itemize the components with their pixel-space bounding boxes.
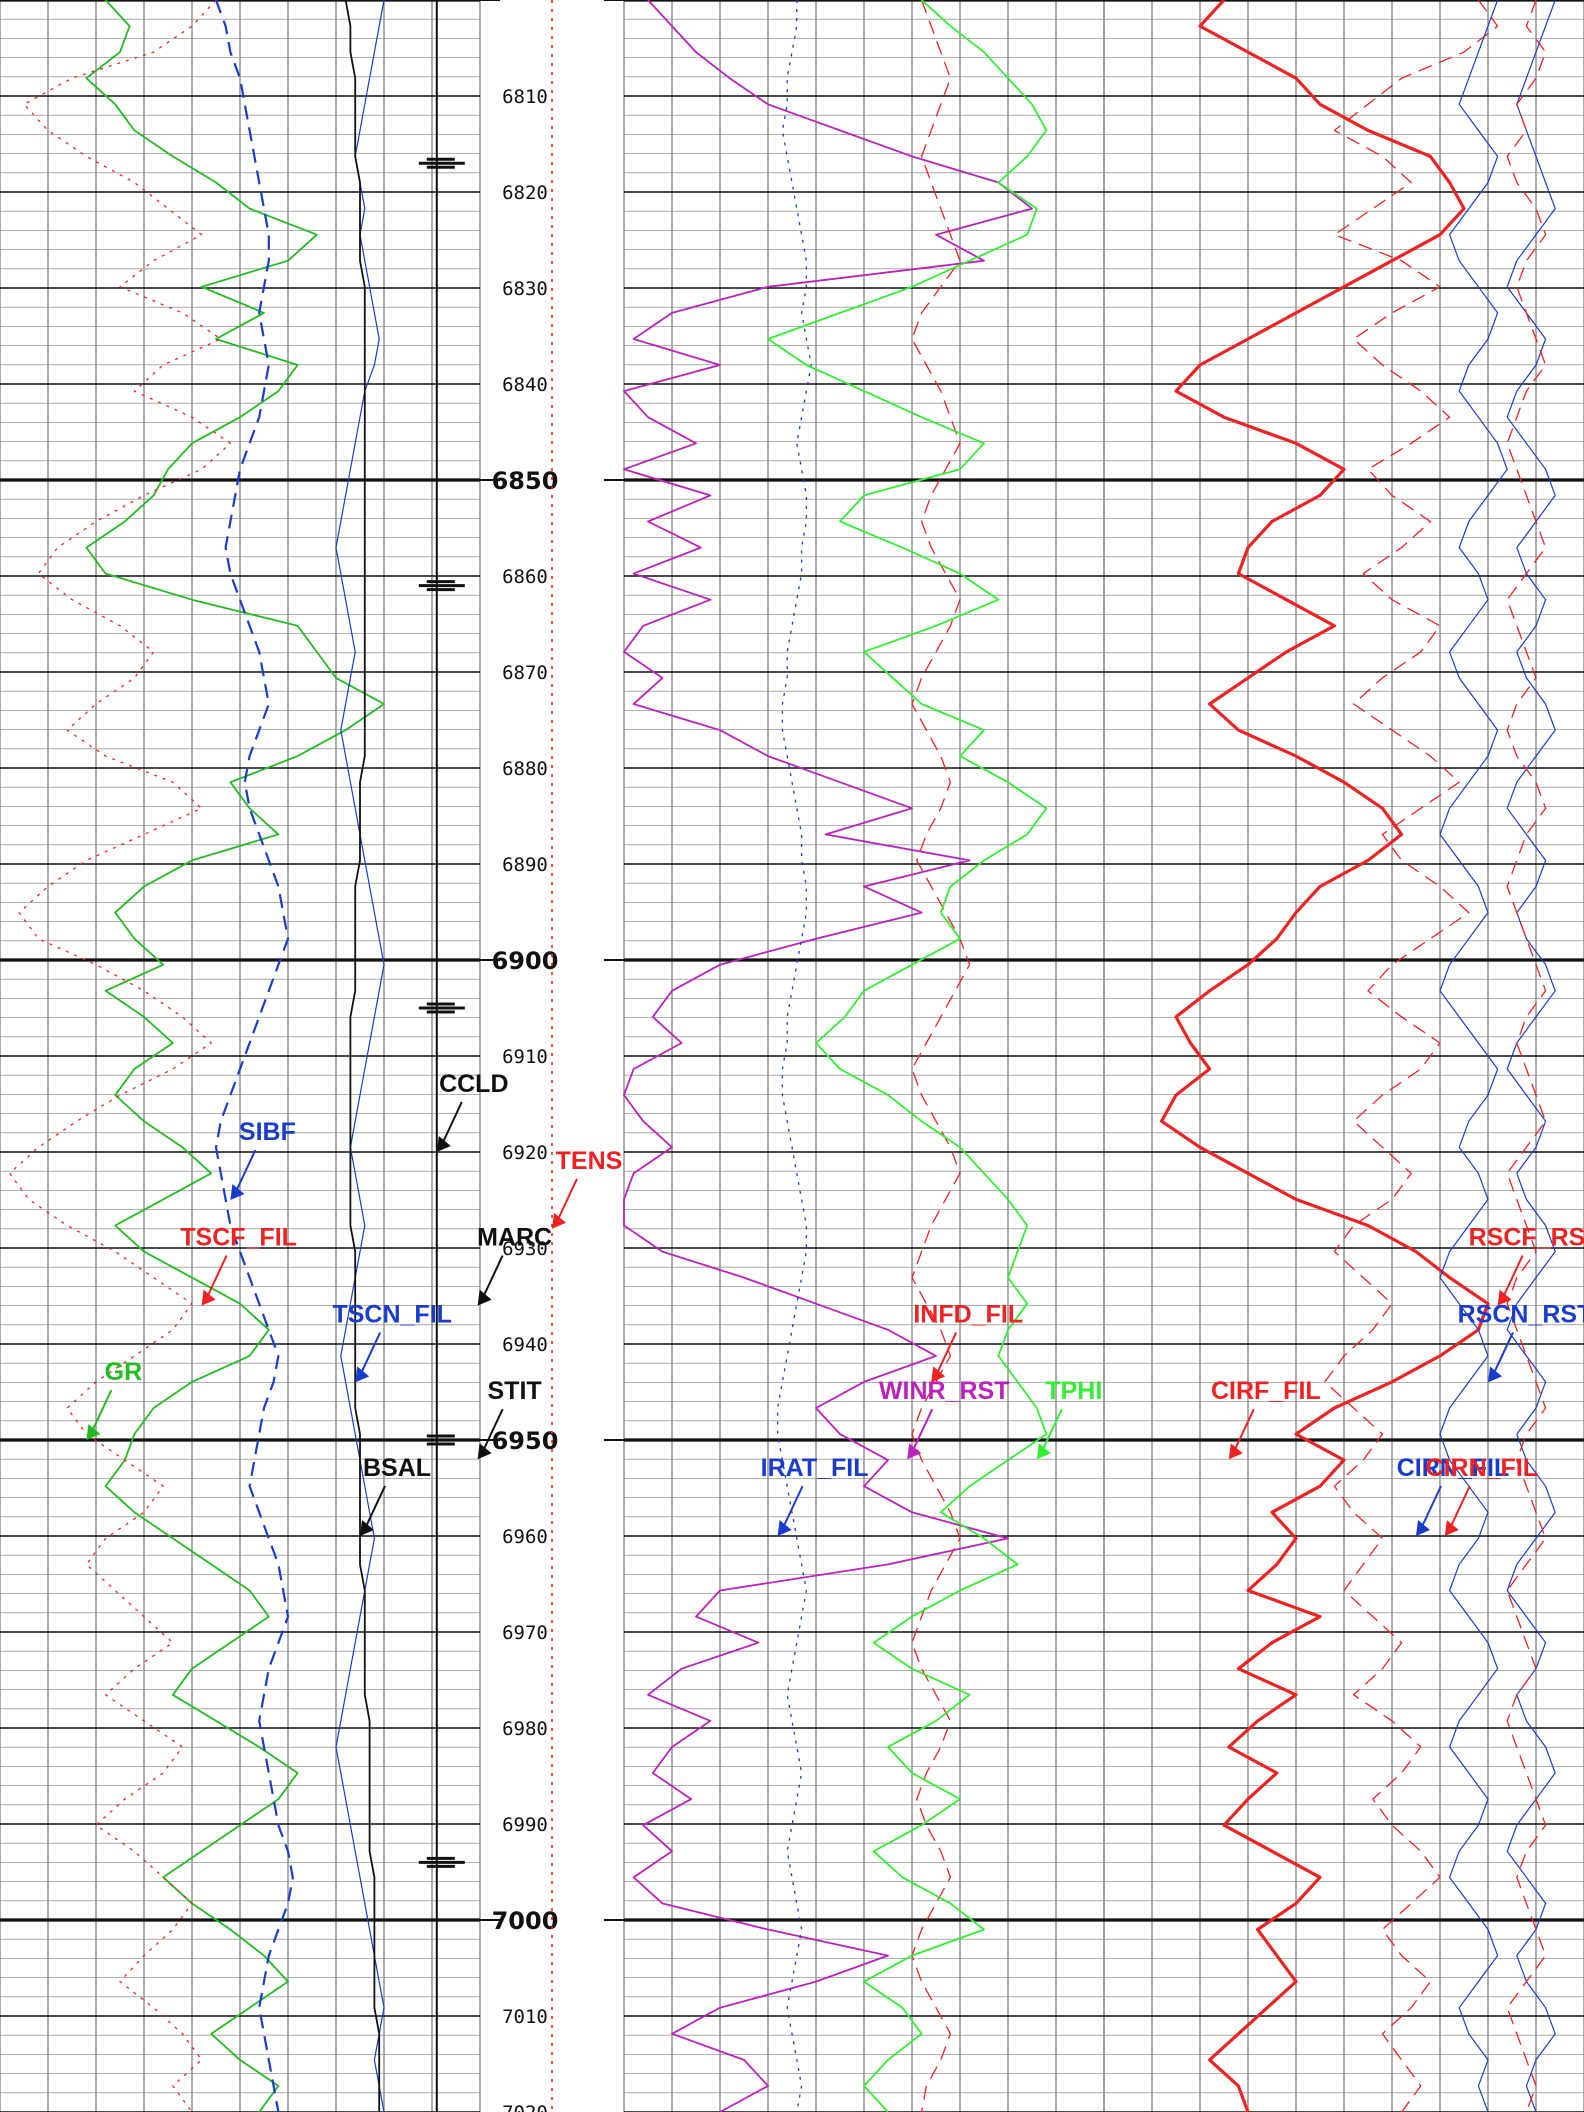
- annotation-label: INFD_FIL: [913, 1300, 1023, 1328]
- annotation-label: TENS: [556, 1147, 623, 1175]
- annotation-arrowhead: [86, 1424, 101, 1440]
- curve-irat-fil: [776, 0, 812, 2112]
- annotation-arrowhead: [360, 1520, 374, 1536]
- annotation-arrowhead: [1497, 1289, 1512, 1306]
- curve-tscf-fil: [8, 0, 232, 2112]
- depth-tick-label: 6890: [502, 854, 548, 876]
- annotation-arrowhead: [477, 1289, 492, 1306]
- depth-tick-label: 6970: [502, 1622, 548, 1644]
- curve-gr: [85, 0, 385, 2112]
- depth-tick-label: 6900: [492, 947, 559, 975]
- annotation-label: TSCN_FIL: [332, 1300, 451, 1328]
- annotation-label: BSAL: [363, 1454, 431, 1482]
- curve-cirf-fil: [1160, 0, 1490, 2112]
- annotation-arrowhead: [907, 1443, 922, 1460]
- annotation-label: CIRN_FIL: [1426, 1454, 1539, 1482]
- annotation-label: TPHI: [1045, 1377, 1102, 1405]
- annotation-arrowhead: [1444, 1520, 1459, 1536]
- annotation-label: TSCF_FIL: [180, 1224, 297, 1252]
- annotation-arrowhead: [201, 1289, 216, 1306]
- depth-tick-label: 6960: [502, 1526, 548, 1548]
- curve-tscn-fil: [335, 0, 385, 2112]
- annotation-label: CIRN_FIL: [1397, 1454, 1510, 1482]
- annotation-label: GR: [105, 1358, 143, 1386]
- annotation-arrowhead: [1036, 1443, 1051, 1460]
- annotation-arrowhead: [1488, 1366, 1502, 1383]
- annotation-label: STIT: [488, 1377, 542, 1405]
- annotation-arrowhead: [436, 1136, 451, 1152]
- annotation-arrowhead: [552, 1212, 566, 1229]
- annotation-label: IRAT_FIL: [761, 1454, 869, 1482]
- depth-tick-label: 7020: [502, 2102, 548, 2112]
- depth-tick-label: 6880: [502, 758, 548, 780]
- annotation-arrowhead: [477, 1443, 492, 1460]
- curves: [8, 0, 1556, 2112]
- collar-spike: [418, 157, 465, 169]
- depth-tick-label: 6980: [502, 1718, 548, 1740]
- depth-tick-label: 6990: [502, 1814, 548, 1836]
- depth-tick-label: 6860: [502, 566, 548, 588]
- depth-tick-label: 6910: [502, 1046, 548, 1068]
- depth-tick-label: 7000: [492, 1907, 559, 1935]
- annotation-arrowhead: [777, 1520, 792, 1536]
- depth-tick-label: 6930: [502, 1238, 548, 1260]
- collar-spike: [418, 1856, 465, 1868]
- annotation-arrowhead: [1228, 1443, 1243, 1460]
- curve-winr-rst: [623, 0, 1033, 2112]
- curve-tphi: [767, 0, 1048, 2112]
- depth-tick-label: 6840: [502, 374, 548, 396]
- collar-spike: [418, 580, 465, 592]
- curve-bsal: [344, 0, 381, 2112]
- annotation-label: SIBF: [239, 1118, 296, 1146]
- curve-infd-fil: [911, 0, 971, 2112]
- depth-tick-label: 6830: [502, 278, 548, 300]
- depth-tick-label: 6920: [502, 1142, 548, 1164]
- depth-tick-label: 6810: [502, 86, 548, 108]
- annotation-arrowhead: [1416, 1520, 1430, 1536]
- collar-spike: [418, 1434, 465, 1446]
- annotation-label: MARC: [477, 1224, 552, 1252]
- annotation-label: CCLD: [439, 1070, 508, 1098]
- depth-tick-label: 6940: [502, 1334, 548, 1356]
- annotation-arrowhead: [230, 1184, 245, 1200]
- annotation-label: RSCF_RST: [1469, 1224, 1584, 1252]
- annotation-label: RSCN_RST: [1458, 1300, 1584, 1328]
- curve-cirn-fil: [1439, 0, 1508, 2112]
- curve-labels: GR SIBF TSCF_FIL TSCN_FIL BSAL CCLD STIT MARC TE…: [86, 1070, 1584, 1536]
- annotation-label: WINR_RST: [879, 1377, 1010, 1405]
- curve-sibf: [214, 0, 294, 2112]
- collar-spike: [418, 1002, 465, 1014]
- annotation-label: CIRF_FIL: [1211, 1377, 1321, 1405]
- depth-tick-label: 6950: [492, 1427, 559, 1455]
- depth-tick-label: 6850: [492, 467, 559, 495]
- curve-rscf-rst: [1324, 0, 1499, 2112]
- annotation-arrowhead: [355, 1366, 370, 1383]
- curve-cirn-fil-dashed: [1506, 0, 1547, 2112]
- depth-tick-label: 6870: [502, 662, 548, 684]
- depth-tick-label: 6820: [502, 182, 548, 204]
- depth-track: 6810 6820 6830 6840 6850 6860 6870 6880 6890 6900…: [480, 0, 624, 2112]
- annotation-arrowhead: [931, 1366, 946, 1383]
- depth-tick-label: 7010: [502, 2006, 548, 2028]
